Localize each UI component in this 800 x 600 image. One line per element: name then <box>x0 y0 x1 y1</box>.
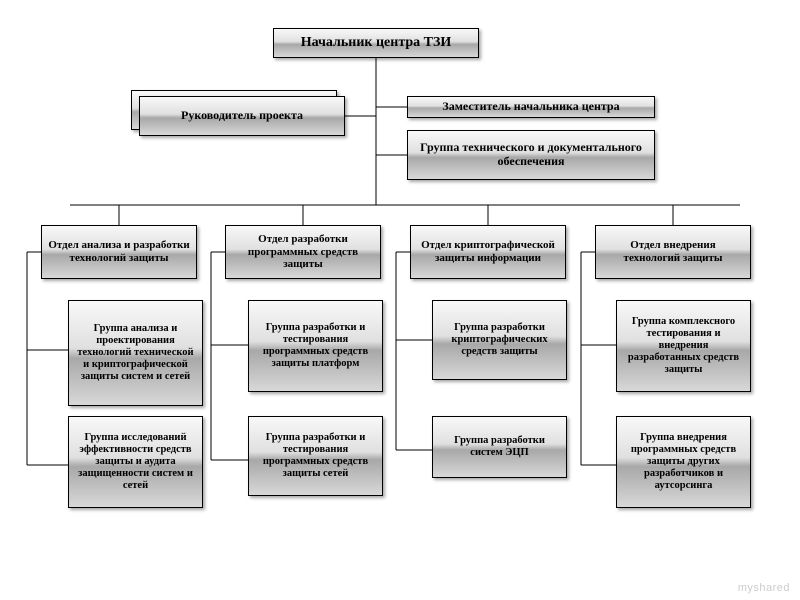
node-label: Группа исследований эффективности средст… <box>75 432 196 492</box>
node-label: Заместитель начальника центра <box>442 100 619 114</box>
node-g22: Группа разработки и тестирования програм… <box>248 416 383 496</box>
node-label: Группа разработки систем ЭЦП <box>439 435 560 459</box>
node-dept1: Отдел анализа и разработки технологий за… <box>41 225 197 279</box>
node-deputy: Заместитель начальника центра <box>407 96 655 118</box>
node-label: Отдел разработки программных средств защ… <box>232 233 374 271</box>
node-label: Группа комплексного тестирования и внедр… <box>623 316 744 376</box>
node-label: Группа анализа и проектирования технолог… <box>75 323 196 383</box>
node-tech_doc: Группа технического и документального об… <box>407 130 655 180</box>
watermark: myshared <box>738 582 790 594</box>
node-label: Группа внедрения программных средств защ… <box>623 432 744 492</box>
node-g12: Группа исследований эффективности средст… <box>68 416 203 508</box>
node-label: Группа технического и документального об… <box>414 141 648 169</box>
node-label: Отдел внедрения технологий защиты <box>602 239 744 264</box>
node-g31: Группа разработки криптографических сред… <box>432 300 567 380</box>
node-head: Начальник центра ТЗИ <box>273 28 479 58</box>
node-label: Начальник центра ТЗИ <box>301 35 452 51</box>
node-g42: Группа внедрения программных средств защ… <box>616 416 751 508</box>
node-dept4: Отдел внедрения технологий защиты <box>595 225 751 279</box>
node-g41: Группа комплексного тестирования и внедр… <box>616 300 751 392</box>
node-dept3: Отдел криптографической защиты информаци… <box>410 225 566 279</box>
node-g32: Группа разработки систем ЭЦП <box>432 416 567 478</box>
node-label: Отдел криптографической защиты информаци… <box>417 239 559 264</box>
node-pm: Руководитель проекта <box>139 96 345 136</box>
node-label: Руководитель проекта <box>181 109 303 123</box>
node-label: Группа разработки и тестирования програм… <box>255 322 376 370</box>
node-dept2: Отдел разработки программных средств защ… <box>225 225 381 279</box>
node-label: Группа разработки криптографических сред… <box>439 322 560 358</box>
node-g21: Группа разработки и тестирования програм… <box>248 300 383 392</box>
node-g11: Группа анализа и проектирования технолог… <box>68 300 203 406</box>
node-label: Группа разработки и тестирования програм… <box>255 432 376 480</box>
node-label: Отдел анализа и разработки технологий за… <box>48 239 190 264</box>
